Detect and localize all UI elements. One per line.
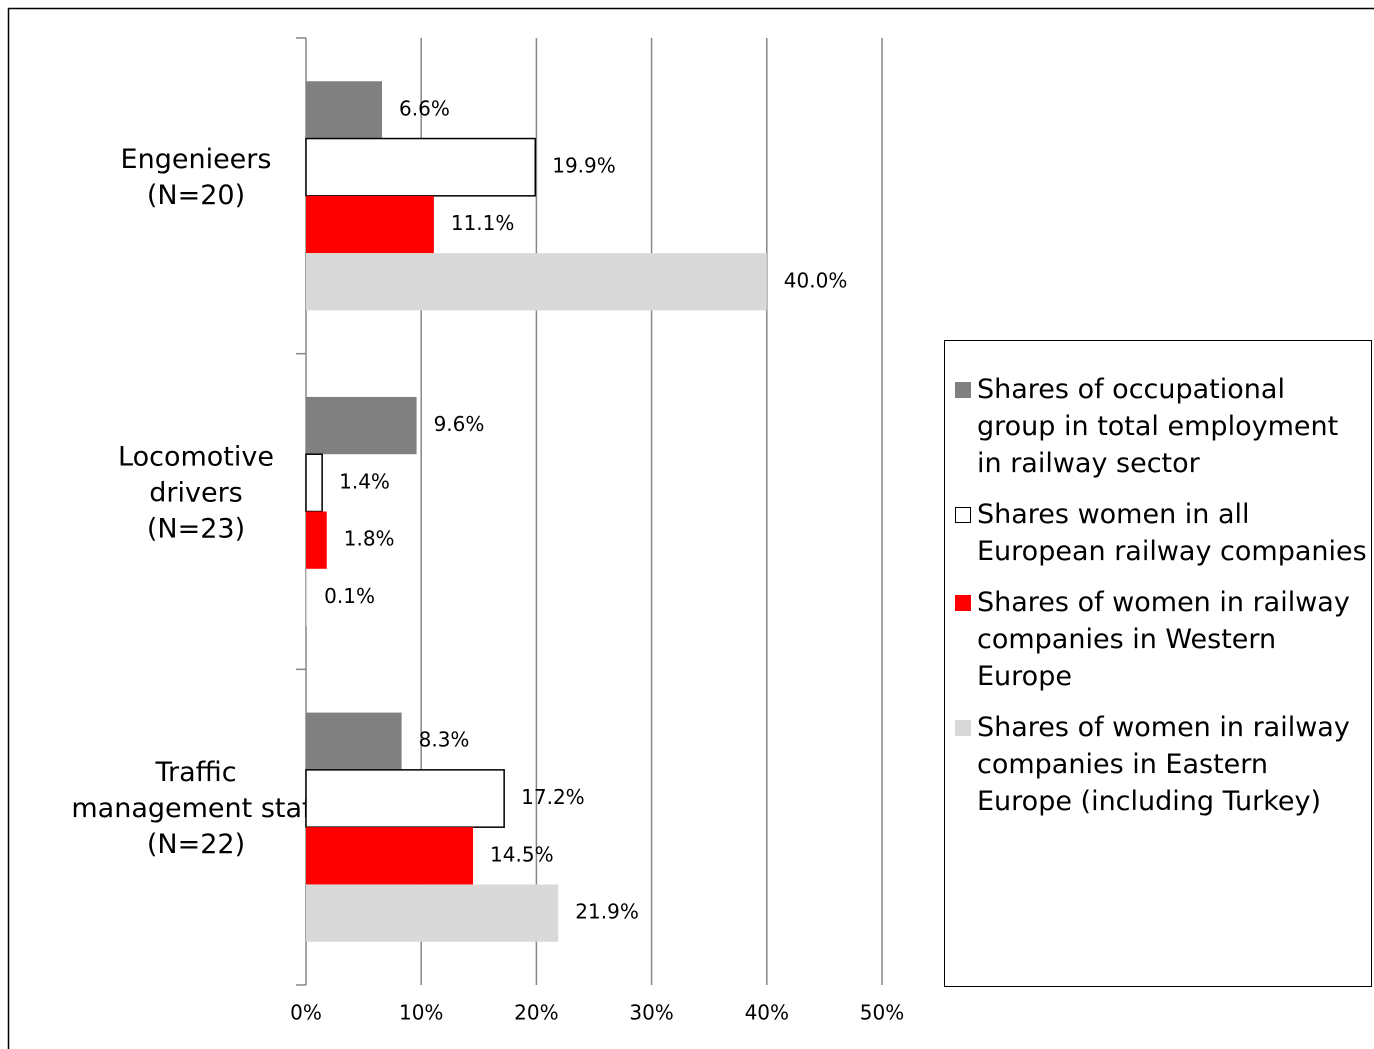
- x-tick-label: 10%: [399, 1001, 443, 1025]
- data-label: 9.6%: [434, 412, 485, 436]
- legend-swatch: [955, 595, 971, 611]
- data-label: 6.6%: [399, 96, 450, 120]
- x-tick-label: 20%: [514, 1001, 558, 1025]
- legend-item: Shares of women in railway companies in …: [955, 709, 1367, 820]
- y-tick-label: Traffic management staff (N=22): [71, 757, 322, 860]
- data-label: 17.2%: [521, 785, 585, 809]
- y-tick-label: Locomotive drivers (N=23): [118, 441, 274, 544]
- data-label: 1.8%: [344, 527, 395, 551]
- bar: [306, 884, 559, 942]
- bar: [306, 396, 417, 455]
- y-tick-label-line: Traffic: [154, 757, 236, 788]
- bar: [306, 568, 308, 627]
- legend-swatch: [955, 720, 971, 736]
- legend-label: Shares of occupational group in total em…: [977, 374, 1339, 479]
- legend: Shares of occupational group in total em…: [944, 340, 1372, 987]
- bar: [306, 253, 767, 311]
- legend-label: Shares women in all European railway com…: [977, 499, 1367, 567]
- legend-item: Shares of women in railway companies in …: [955, 584, 1367, 695]
- y-tick-label: Engenieers (N=20): [121, 143, 272, 210]
- bar: [305, 137, 536, 197]
- legend-item: Shares of occupational group in total em…: [955, 371, 1367, 482]
- data-label: 8.3%: [419, 728, 470, 752]
- x-tick-label: 50%: [860, 1001, 904, 1025]
- legend-label: Shares of women in railway companies in …: [977, 587, 1350, 692]
- data-label: 11.1%: [451, 211, 515, 235]
- y-tick-label-line: management staff: [71, 793, 322, 824]
- data-label: 14.5%: [490, 842, 554, 866]
- legend-label: Shares of women in railway companies in …: [977, 712, 1350, 817]
- x-tick-label: 0%: [290, 1001, 322, 1025]
- data-label: 21.9%: [575, 900, 639, 924]
- bar: [306, 195, 434, 254]
- x-tick-label: 30%: [629, 1001, 673, 1025]
- y-tick-label-line: (N=22): [147, 829, 245, 860]
- y-tick-label-line: (N=23): [147, 513, 245, 544]
- bar: [306, 511, 327, 569]
- data-label: 40.0%: [784, 268, 848, 292]
- bar: [305, 769, 505, 828]
- bar: [306, 81, 383, 139]
- legend-swatch: [955, 382, 971, 398]
- y-tick-label-line: Locomotive: [118, 441, 274, 472]
- legend-item: Shares women in all European railway com…: [955, 496, 1367, 570]
- bar: [306, 712, 402, 770]
- data-label: 19.9%: [552, 154, 616, 178]
- bar: [305, 453, 323, 513]
- y-tick-label-line: (N=20): [147, 179, 245, 210]
- y-tick-label-line: Engenieers: [121, 143, 272, 174]
- y-tick-label-line: drivers: [149, 477, 243, 508]
- x-tick-label: 40%: [745, 1001, 789, 1025]
- data-label: 1.4%: [339, 469, 390, 493]
- legend-swatch: [955, 507, 971, 523]
- data-label: 0.1%: [324, 584, 375, 608]
- bar: [306, 827, 474, 885]
